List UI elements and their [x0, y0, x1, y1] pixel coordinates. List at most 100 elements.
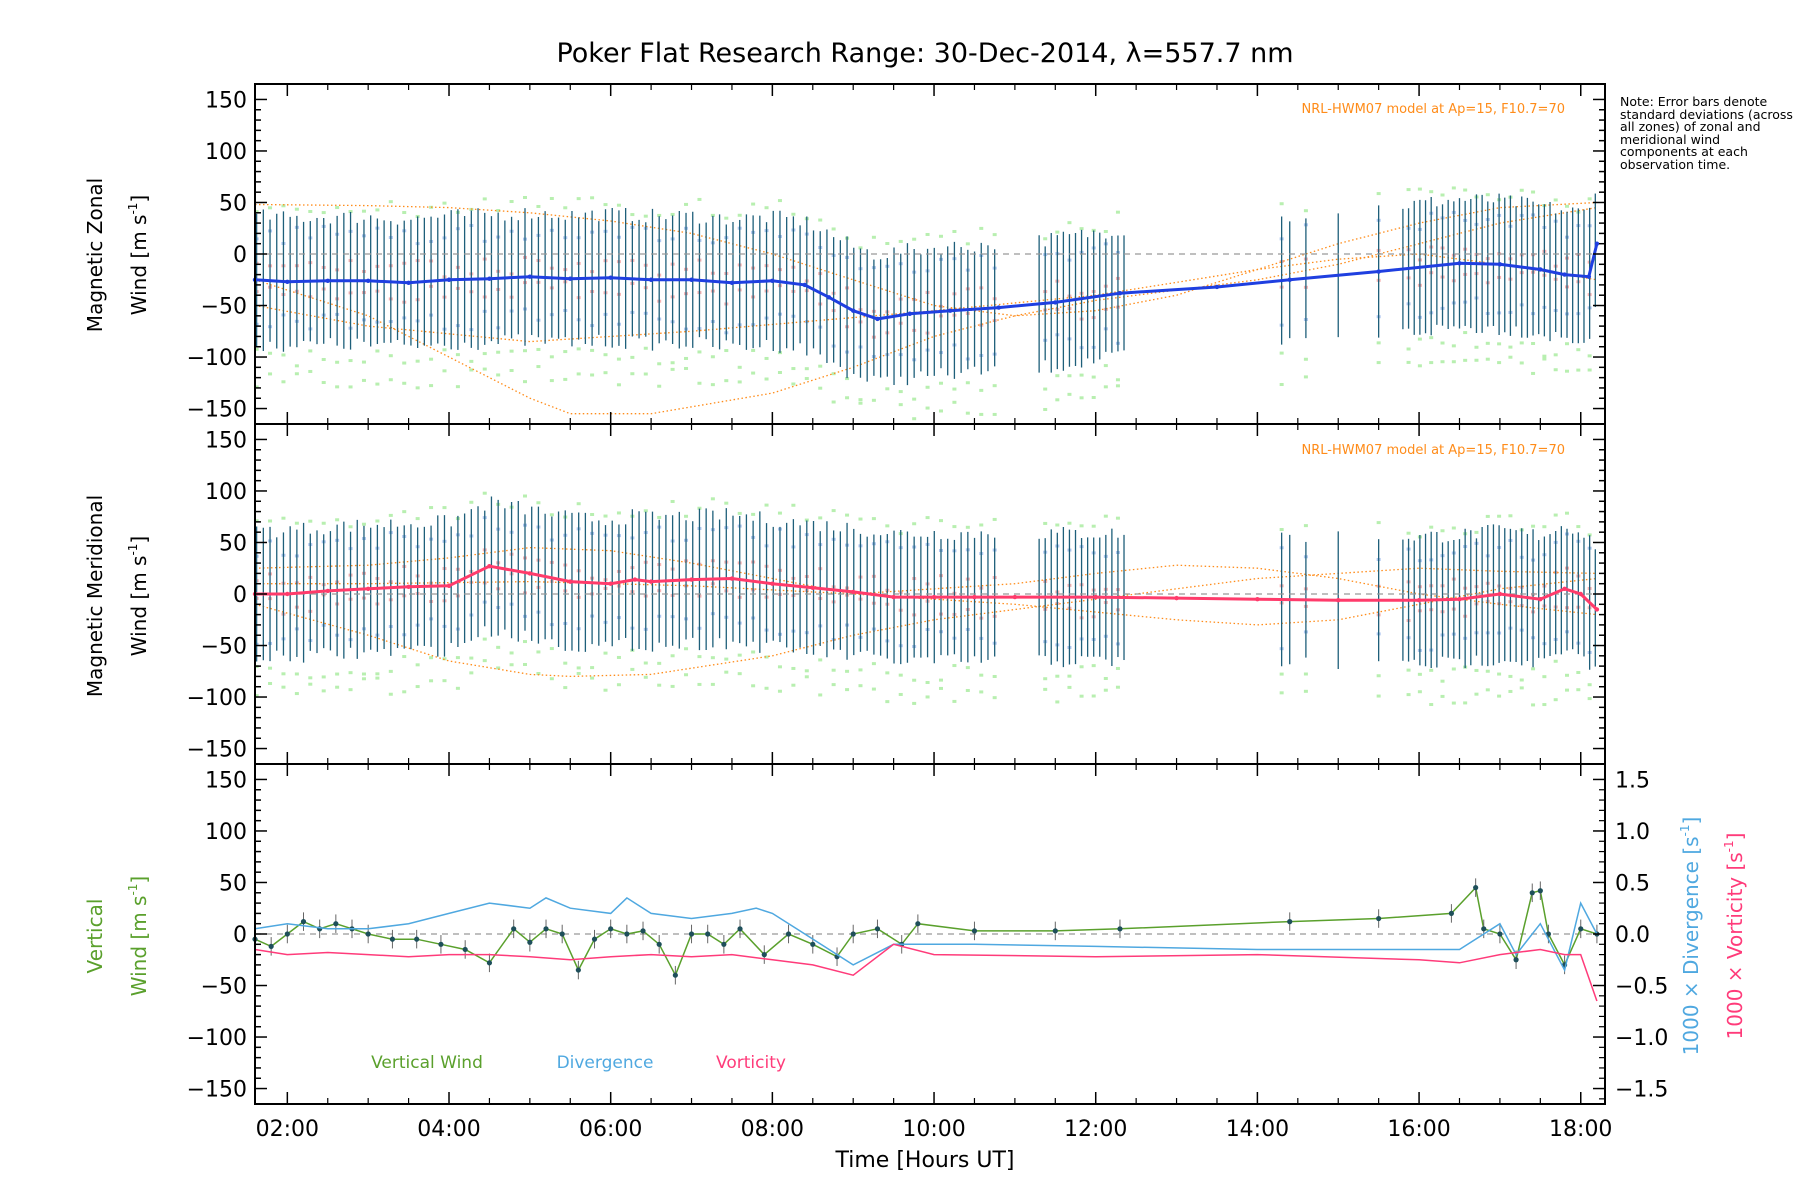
zone-point — [496, 645, 501, 649]
y-tick-label: −50 — [201, 295, 247, 320]
zone-point — [348, 359, 353, 363]
wind-point — [770, 581, 775, 586]
zone-point — [1565, 511, 1570, 515]
wind-point — [851, 589, 856, 595]
zone-point — [751, 512, 756, 516]
zone-point — [898, 390, 903, 394]
zone-point — [965, 242, 970, 246]
zone-point — [1451, 344, 1456, 348]
wind-point — [729, 576, 735, 581]
y-tick-label: −50 — [201, 975, 247, 1000]
zone-point — [549, 647, 554, 651]
zone-point — [630, 355, 635, 359]
vertical-wind-point — [365, 931, 371, 937]
vertical-wind-point — [737, 926, 743, 932]
zone-point — [442, 348, 447, 352]
zone-point — [938, 234, 943, 238]
zone-point — [442, 201, 447, 205]
zone-point — [1043, 677, 1048, 681]
zone-point — [576, 372, 581, 376]
zone-point — [469, 500, 474, 504]
vertical-wind-point — [810, 941, 816, 947]
y-tick-label: 150 — [205, 768, 247, 793]
zone-point — [375, 208, 380, 212]
zone-point — [549, 379, 554, 383]
zone-point — [1115, 666, 1120, 670]
wind-point — [608, 275, 613, 280]
x-tick-label: 12:00 — [1064, 1117, 1127, 1142]
vertical-wind-point — [1376, 915, 1382, 922]
zone-point — [1103, 230, 1108, 234]
zone-point — [1055, 523, 1060, 527]
vertical-wind-point — [705, 931, 711, 937]
zone-point — [885, 671, 890, 675]
zone-point — [294, 672, 299, 676]
zone-point — [308, 369, 313, 373]
zone-point — [804, 377, 809, 381]
zone-point — [992, 517, 997, 521]
zone-point — [1406, 188, 1411, 192]
zonal-ylabel-line2: Wind [m s-1] — [126, 195, 151, 315]
zone-point — [576, 666, 581, 670]
zone-point — [845, 669, 850, 673]
zone-point — [1508, 345, 1513, 349]
zone-point — [1429, 668, 1434, 672]
zone-point — [1067, 521, 1072, 525]
x-tick-label: 14:00 — [1226, 1117, 1289, 1142]
zone-point — [281, 380, 286, 384]
wind-point — [729, 280, 735, 286]
zone-point — [482, 659, 487, 663]
zone-point — [791, 382, 796, 386]
zone-point — [1565, 369, 1570, 373]
zone-point — [1463, 188, 1468, 192]
zone-point — [388, 513, 393, 517]
zone-point — [912, 678, 917, 682]
zone-point — [777, 199, 782, 203]
zone-point — [804, 669, 809, 673]
zone-point — [630, 213, 635, 217]
y-tick-label: 100 — [205, 140, 247, 165]
zone-point — [925, 385, 930, 389]
zone-point — [777, 511, 782, 515]
zone-point — [1067, 685, 1072, 689]
zone-point — [335, 385, 340, 389]
zone-point — [979, 412, 984, 416]
axes: 150 100 50 0 −50 −100 −150 150 100 50 0 −50 −100 −150… — [187, 83, 1668, 1142]
zone-point — [1429, 525, 1434, 529]
wind-point — [1457, 261, 1462, 266]
y-tick-label: 0 — [233, 243, 247, 268]
y-tick-label: −150 — [187, 1078, 247, 1103]
zone-point — [590, 666, 595, 670]
zone-point — [952, 229, 957, 233]
zone-point — [1079, 524, 1084, 528]
zone-point — [335, 685, 340, 689]
zone-point — [1067, 221, 1072, 225]
zone-point — [979, 226, 984, 230]
zone-point — [1451, 526, 1456, 530]
zone-point — [791, 503, 796, 507]
zone-point — [831, 227, 836, 231]
y-tick-label: −50 — [201, 635, 247, 660]
zone-point — [549, 677, 554, 681]
zone-point — [590, 348, 595, 352]
zone-point — [1485, 514, 1490, 518]
zone-point — [375, 672, 380, 676]
wind-point — [907, 311, 912, 316]
zone-point — [898, 692, 903, 696]
zone-point — [388, 354, 393, 358]
zone-point — [563, 350, 568, 354]
zone-point — [858, 517, 863, 521]
zone-point — [965, 688, 970, 692]
x-axis-label: Time [Hours UT] — [835, 1148, 1015, 1173]
zone-point — [469, 359, 474, 363]
error-bar-note: Note: Error bars denote standard deviati… — [1620, 96, 1793, 172]
model-curve — [254, 201, 1597, 317]
meridional-ylabel-line1: Magnetic Meridional — [83, 495, 107, 697]
zone-point — [898, 239, 903, 243]
y-tick-label: 150 — [205, 88, 247, 113]
zone-point — [724, 349, 729, 353]
zone-point — [670, 361, 675, 365]
zone-point — [469, 368, 474, 372]
zone-point — [1079, 694, 1084, 698]
vertical-wind-point — [591, 936, 598, 942]
